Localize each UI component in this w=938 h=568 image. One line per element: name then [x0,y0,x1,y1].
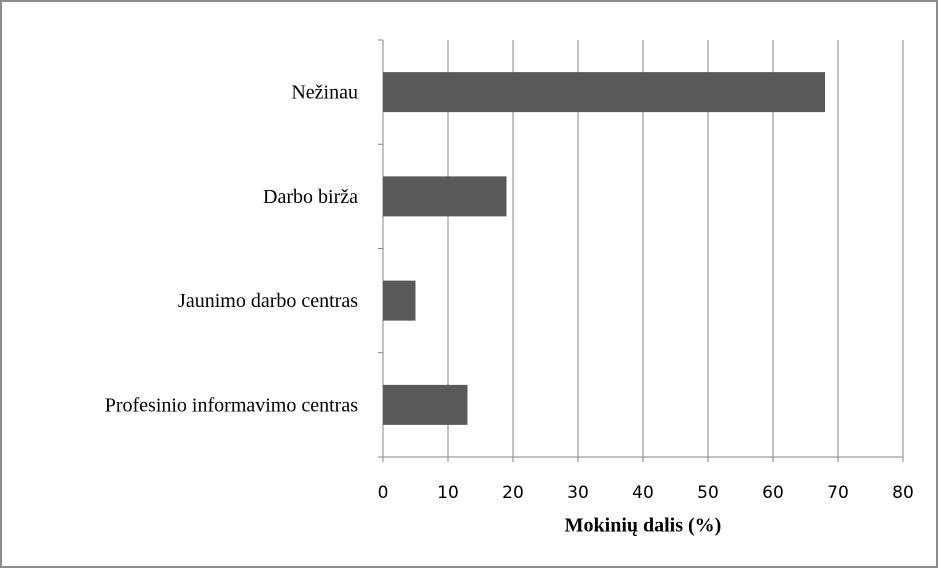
bar [383,176,507,217]
x-tick-label: 40 [632,483,654,503]
x-tick-label: 70 [827,483,849,503]
x-tick-label: 20 [502,483,524,503]
x-tick-label: 60 [762,483,784,503]
y-tick-label: Darbo birža [263,186,358,208]
x-tick-label: 10 [437,483,459,503]
y-tick-label: Nežinau [291,82,358,104]
y-tick-label: Jaunimo darbo centras [178,290,358,312]
x-axis-label: Mokinių dalis (%) [565,515,722,537]
x-tick-label: 50 [697,483,719,503]
x-tick-label: 80 [892,483,914,503]
bar [383,72,825,113]
x-tick-label: 0 [378,483,389,503]
y-tick-label: Profesinio informavimo centras [105,394,358,416]
bar [383,384,468,425]
bar [383,280,416,321]
x-tick-label: 30 [567,483,589,503]
